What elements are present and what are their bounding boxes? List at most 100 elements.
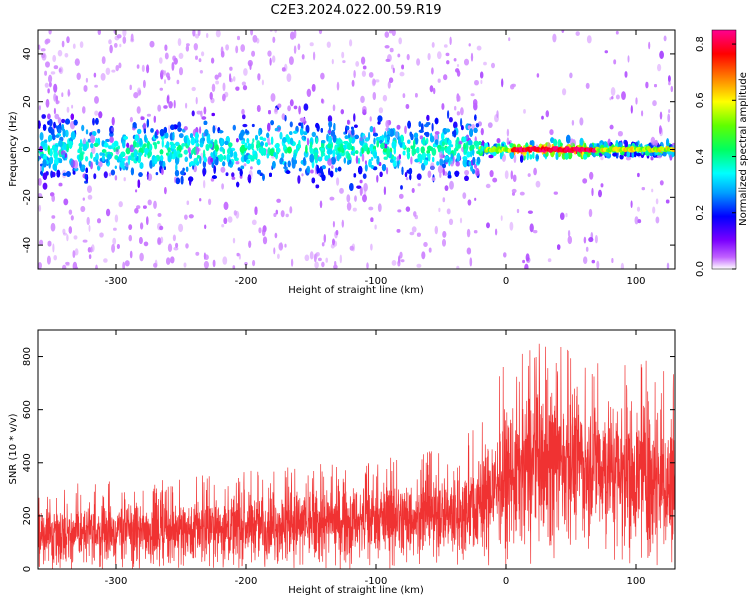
heatmap-cell [627,55,630,63]
heatmap-cell [97,218,101,224]
heatmap-cell [659,125,662,135]
heatmap-cell [413,132,419,139]
heatmap-cell [119,160,125,169]
heatmap-cell [259,136,264,140]
heatmap-cell [173,246,179,251]
heatmap-cell [286,73,292,82]
heatmap-cell [90,246,93,253]
heatmap-cell [107,153,112,160]
heatmap-x-tick-label: 100 [626,276,645,287]
heatmap-cell [347,142,352,150]
heatmap-cell [529,140,533,146]
heatmap-cell [106,159,109,164]
heatmap-cell [439,172,442,178]
heatmap-cell [610,87,616,96]
heatmap-cell [356,185,362,189]
heatmap-cell [246,130,249,134]
heatmap-cell [410,156,413,165]
heatmap-cell [139,162,144,169]
heatmap-cell [425,137,429,145]
heatmap-cell [163,126,167,134]
heatmap-cell [215,144,219,152]
heatmap-cell [293,105,298,110]
heatmap-cell [178,52,184,60]
heatmap-cell [389,77,394,83]
heatmap-cell [368,72,374,78]
heatmap-cell [276,147,281,153]
heatmap-cell [239,168,243,177]
heatmap-cell [318,257,322,262]
heatmap-cell [565,212,568,218]
heatmap-cell [598,189,602,198]
heatmap-cell [309,251,314,260]
heatmap-cell [210,152,214,158]
heatmap-cell [120,151,126,158]
heatmap-cell [229,159,232,165]
heatmap-cell [343,141,348,144]
heatmap-cell [66,106,70,113]
heatmap-cell [310,141,313,149]
heatmap-cell [431,177,436,181]
heatmap-cell [399,251,403,259]
heatmap-cell [103,171,108,179]
snr-y-tick-label: 600 [22,400,33,419]
heatmap-cell [512,192,515,196]
heatmap-cell [473,230,478,234]
heatmap-cell [362,109,367,116]
heatmap-cell [456,152,461,162]
heatmap-cell [65,261,70,265]
heatmap-cell [98,161,103,168]
heatmap-cell [155,172,159,176]
heatmap-cell [53,93,57,102]
heatmap-cell [419,154,423,164]
heatmap-cell [327,143,332,149]
heatmap-cell [122,261,126,269]
heatmap-cell [351,79,355,87]
heatmap-cell [237,35,240,41]
heatmap-cell [396,156,400,161]
heatmap-cell [364,137,370,142]
heatmap-cell [60,150,66,156]
heatmap-cell [195,55,198,60]
heatmap-cell [227,148,231,155]
heatmap-cell [281,113,286,120]
heatmap-cell [220,166,226,173]
heatmap-cell [129,144,135,153]
heatmap-cell [332,134,337,143]
heatmap-cell [116,34,122,39]
heatmap-cell [53,107,56,115]
heatmap-cell [492,177,498,183]
heatmap-cell [462,156,468,161]
heatmap-cell [636,152,641,157]
heatmap-cell [166,95,170,104]
heatmap-cell [339,254,342,264]
heatmap-x-tick-label: -300 [105,276,128,287]
heatmap-cell [61,92,64,97]
heatmap-cell [635,97,638,105]
heatmap-cell [459,217,463,224]
heatmap-cell [90,143,94,149]
heatmap-cell [132,122,137,128]
heatmap-cell [487,122,493,128]
heatmap-cell [176,79,180,85]
heatmap-cell [185,243,189,249]
heatmap-cell [113,227,117,231]
heatmap-cell [336,81,340,91]
heatmap-cell [401,166,404,175]
heatmap-cell [56,169,61,178]
heatmap-cell [236,138,239,143]
heatmap-cell [51,215,56,219]
heatmap-cell [473,127,478,133]
heatmap-cell [361,147,364,154]
heatmap-cell [115,65,119,72]
heatmap-cell [232,265,236,269]
heatmap-cell [297,43,301,51]
heatmap-cell [474,114,477,121]
heatmap-cell [346,202,352,211]
heatmap-cell [390,159,394,163]
heatmap-cell [90,151,93,159]
heatmap-cell [48,30,52,35]
heatmap-y-tick-label: -40 [22,237,33,253]
colorbar-frame [711,29,737,270]
